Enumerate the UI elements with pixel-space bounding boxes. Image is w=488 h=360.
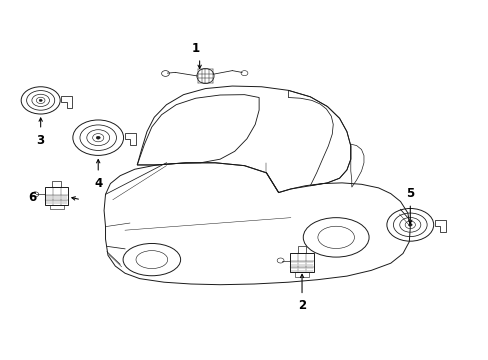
Bar	[290, 253, 313, 273]
Circle shape	[96, 136, 100, 139]
Bar	[45, 187, 68, 205]
Text: 6: 6	[28, 191, 37, 204]
Circle shape	[407, 224, 411, 226]
Text: 5: 5	[406, 187, 413, 200]
Bar	[294, 273, 308, 276]
Text: 4: 4	[94, 177, 102, 190]
Text: 3: 3	[37, 134, 44, 147]
Bar	[297, 246, 306, 253]
Text: 1: 1	[191, 42, 200, 55]
Text: 2: 2	[297, 299, 305, 312]
Bar	[50, 205, 63, 210]
Circle shape	[39, 99, 42, 102]
Bar	[52, 181, 61, 187]
